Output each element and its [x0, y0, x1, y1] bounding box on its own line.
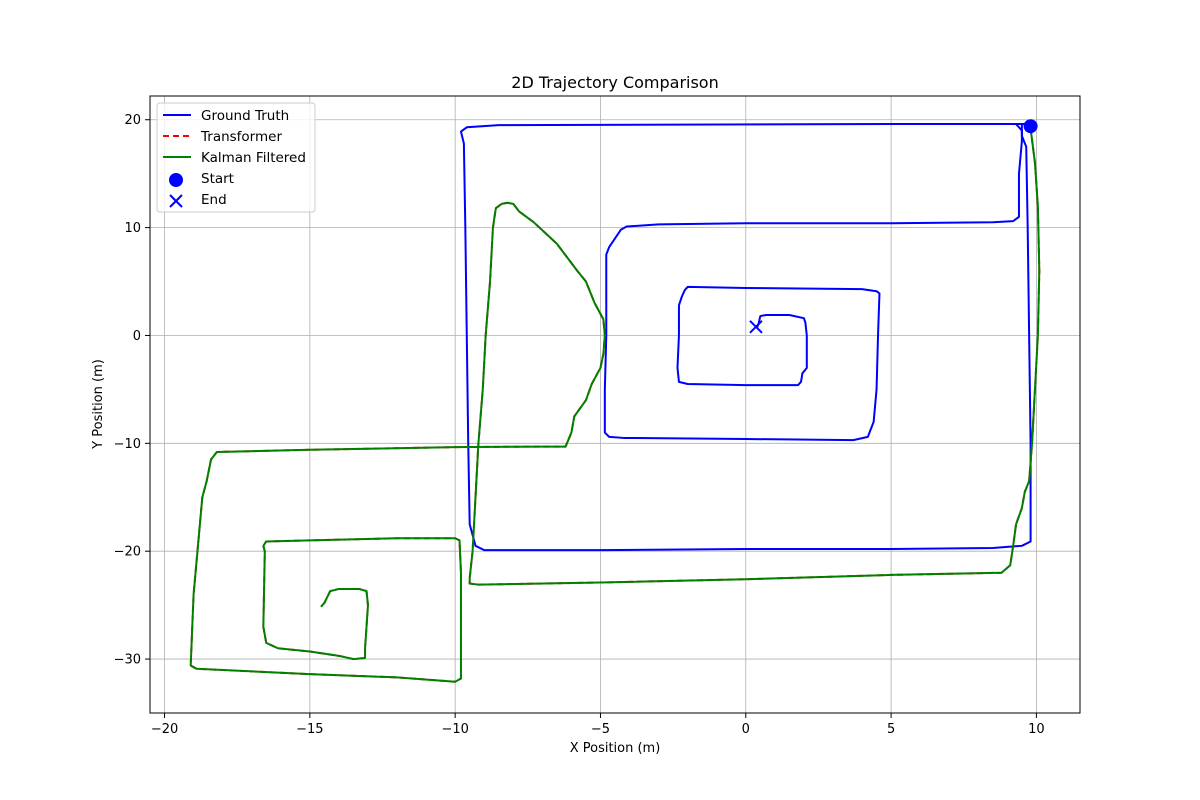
legend-label: Kalman Filtered	[201, 150, 306, 166]
y-tick-label: −10	[114, 437, 141, 452]
legend-item: End	[169, 192, 227, 208]
legend-item: Kalman Filtered	[163, 150, 306, 166]
ground-truth-line	[459, 123, 1032, 552]
x-tick-label: 10	[1028, 722, 1045, 737]
chart-title: 2D Trajectory Comparison	[511, 73, 718, 92]
y-tick-label: −20	[114, 545, 141, 560]
legend-box	[156, 102, 316, 213]
end-marker-stroke	[749, 320, 763, 334]
axes: −20 −15 −10 −5 0 5 10 −30 −20 −10 0 10 20	[114, 95, 1081, 737]
legend-label: Start	[201, 171, 234, 187]
legend-item: Transformer	[163, 129, 282, 145]
x-tick-label: 5	[887, 722, 895, 737]
ground-truth-line-inner	[603, 123, 1023, 442]
plot-area	[189, 119, 1041, 683]
legend-label: Ground Truth	[201, 108, 289, 124]
grid	[150, 96, 1080, 713]
y-tick-label: 20	[124, 113, 141, 128]
start-marker	[1023, 119, 1038, 134]
legend-item: Start	[169, 171, 234, 187]
legend-label: Transformer	[200, 129, 282, 145]
x-axis-label: X Position (m)	[570, 741, 661, 756]
legend: Ground Truth Transformer Kalman Filtered St…	[156, 102, 316, 213]
x-tick-label: −10	[441, 722, 468, 737]
y-tick-label: 0	[133, 329, 141, 344]
end-marker	[749, 320, 763, 334]
axes-frame	[149, 95, 1081, 714]
legend-item: Ground Truth	[163, 108, 289, 124]
x-tick-label: −5	[591, 722, 610, 737]
kalman-filtered-line	[189, 127, 1041, 683]
y-tick-label: −30	[114, 653, 141, 668]
legend-swatch-circle	[169, 173, 183, 187]
x-tick-label: −20	[151, 722, 178, 737]
x-tick-label: 0	[742, 722, 750, 737]
legend-label: End	[201, 192, 227, 208]
y-tick-label: 10	[124, 221, 141, 236]
x-tick-label: −15	[296, 722, 323, 737]
y-axis-label: Y Position (m)	[91, 359, 106, 450]
legend-swatch-x	[169, 194, 183, 208]
